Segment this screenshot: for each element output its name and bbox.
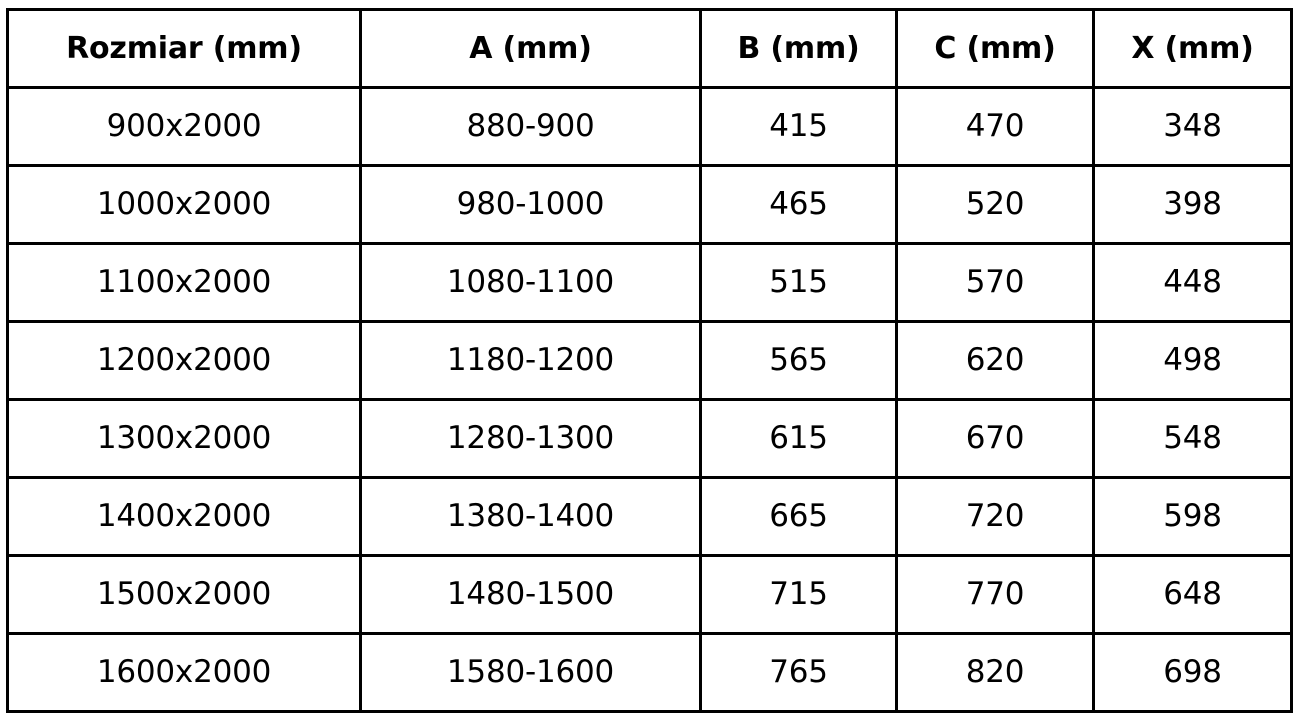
cell-c: 520 (895, 164, 1095, 245)
cell-a: 1580-1600 (359, 632, 702, 713)
cell-b: 615 (699, 398, 898, 479)
table-row: 1500x2000 1480-1500 715 770 648 (6, 554, 1293, 635)
cell-x: 398 (1092, 164, 1293, 245)
cell-b: 715 (699, 554, 898, 635)
cell-x: 548 (1092, 398, 1293, 479)
cell-c: 470 (895, 86, 1095, 167)
table-body: 900x2000 880-900 415 470 348 1000x2000 9… (6, 86, 1293, 713)
cell-x: 448 (1092, 242, 1293, 323)
cell-c: 720 (895, 476, 1095, 557)
column-header-x: X (mm) (1092, 8, 1293, 89)
table-row: 1000x2000 980-1000 465 520 398 (6, 164, 1293, 245)
column-header-b: B (mm) (699, 8, 898, 89)
cell-c: 670 (895, 398, 1095, 479)
column-header-c: C (mm) (895, 8, 1095, 89)
cell-b: 465 (699, 164, 898, 245)
table-row: 1300x2000 1280-1300 615 670 548 (6, 398, 1293, 479)
cell-a: 1180-1200 (359, 320, 702, 401)
column-header-size: Rozmiar (mm) (6, 8, 362, 89)
cell-b: 565 (699, 320, 898, 401)
cell-size: 1400x2000 (6, 476, 362, 557)
cell-x: 698 (1092, 632, 1293, 713)
cell-x: 598 (1092, 476, 1293, 557)
specification-table: Rozmiar (mm) A (mm) B (mm) C (mm) X (mm)… (6, 8, 1293, 713)
cell-x: 348 (1092, 86, 1293, 167)
cell-size: 1000x2000 (6, 164, 362, 245)
cell-b: 665 (699, 476, 898, 557)
cell-a: 980-1000 (359, 164, 702, 245)
cell-b: 415 (699, 86, 898, 167)
cell-c: 620 (895, 320, 1095, 401)
table-header-row: Rozmiar (mm) A (mm) B (mm) C (mm) X (mm) (6, 8, 1293, 89)
cell-a: 1280-1300 (359, 398, 702, 479)
cell-b: 515 (699, 242, 898, 323)
cell-a: 1480-1500 (359, 554, 702, 635)
table-row: 900x2000 880-900 415 470 348 (6, 86, 1293, 167)
table-row: 1100x2000 1080-1100 515 570 448 (6, 242, 1293, 323)
cell-size: 1100x2000 (6, 242, 362, 323)
cell-size: 1600x2000 (6, 632, 362, 713)
cell-c: 770 (895, 554, 1095, 635)
cell-size: 1500x2000 (6, 554, 362, 635)
cell-size: 900x2000 (6, 86, 362, 167)
cell-size: 1200x2000 (6, 320, 362, 401)
specification-table-container: Rozmiar (mm) A (mm) B (mm) C (mm) X (mm)… (6, 8, 1293, 713)
cell-x: 648 (1092, 554, 1293, 635)
cell-b: 765 (699, 632, 898, 713)
table-row: 1200x2000 1180-1200 565 620 498 (6, 320, 1293, 401)
cell-a: 880-900 (359, 86, 702, 167)
cell-x: 498 (1092, 320, 1293, 401)
table-header: Rozmiar (mm) A (mm) B (mm) C (mm) X (mm) (6, 8, 1293, 89)
cell-c: 820 (895, 632, 1095, 713)
table-row: 1600x2000 1580-1600 765 820 698 (6, 632, 1293, 713)
table-row: 1400x2000 1380-1400 665 720 598 (6, 476, 1293, 557)
cell-c: 570 (895, 242, 1095, 323)
column-header-a: A (mm) (359, 8, 702, 89)
cell-a: 1380-1400 (359, 476, 702, 557)
cell-a: 1080-1100 (359, 242, 702, 323)
cell-size: 1300x2000 (6, 398, 362, 479)
